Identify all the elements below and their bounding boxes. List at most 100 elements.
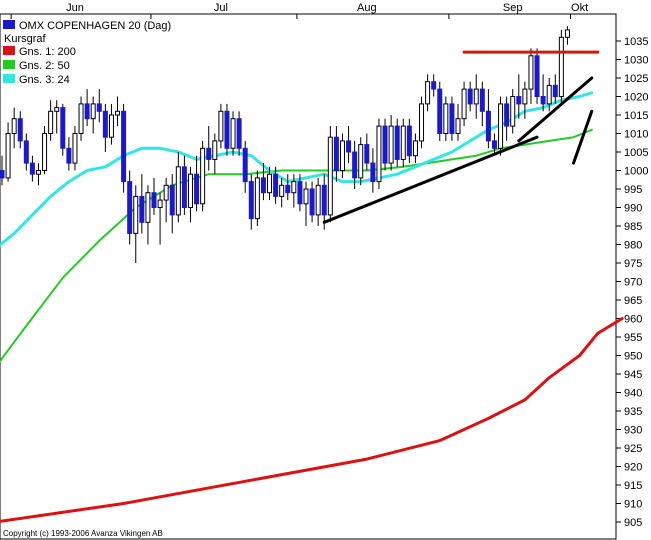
candle-body <box>133 195 139 234</box>
candle-body <box>382 125 388 164</box>
candle-body <box>0 170 5 179</box>
series-line <box>0 317 624 523</box>
candle-body <box>23 140 29 164</box>
candle-body <box>175 166 181 216</box>
candle-body <box>206 147 212 160</box>
candle-body <box>181 166 187 209</box>
candle-body <box>339 140 345 171</box>
series-line <box>0 91 594 247</box>
y-tick-label: 965 <box>624 295 642 307</box>
month-separators <box>10 14 571 19</box>
y-tick-label: 945 <box>624 369 642 381</box>
candle-body <box>90 103 96 120</box>
candle-body <box>540 96 546 105</box>
candle-body <box>491 140 497 149</box>
candle-body <box>11 118 17 134</box>
candle-body <box>443 103 449 135</box>
y-tick-label: 1010 <box>624 129 648 141</box>
y-tick-label: 925 <box>624 443 642 455</box>
y-tick-label: 955 <box>624 332 642 344</box>
legend-swatch-ma24 <box>3 74 15 83</box>
y-tick-label: 985 <box>624 221 642 233</box>
candle-body <box>516 96 522 105</box>
candle-body <box>425 81 431 105</box>
candle-body <box>230 118 236 149</box>
candle-body <box>419 103 425 142</box>
candle-body <box>510 96 516 127</box>
y-tick-label: 970 <box>624 277 642 289</box>
candle-body <box>279 184 285 197</box>
candle-body <box>431 81 437 90</box>
candle-body <box>187 173 193 208</box>
legend-label-ma24: Gns. 3: 24 <box>19 74 70 86</box>
candle-body <box>96 103 102 112</box>
candle-body <box>139 195 145 223</box>
y-tick-label: 930 <box>624 425 642 437</box>
legend-label-ma50: Gns. 2: 50 <box>19 60 70 72</box>
candle-body <box>267 173 273 194</box>
trendline <box>572 109 594 165</box>
y-tick-label: 940 <box>624 388 642 400</box>
candle-body <box>504 103 510 127</box>
trendline <box>322 135 539 224</box>
candle-body <box>467 88 473 105</box>
candle-body <box>17 118 23 142</box>
candle-body <box>212 140 218 160</box>
candle-body <box>346 140 352 153</box>
candle-body <box>60 107 66 149</box>
candle-body <box>534 55 540 97</box>
candle-body <box>449 103 455 135</box>
candle-body <box>309 188 315 216</box>
candle-body <box>406 125 412 157</box>
candle-body <box>254 177 260 220</box>
candle-body <box>528 55 534 90</box>
y-tick-label: 1005 <box>624 147 648 159</box>
legend: OMX COPENHAGEN 20 (Dag) Kursgraf Gns. 1:… <box>3 20 171 86</box>
y-tick-label: 915 <box>624 480 642 492</box>
candle-body <box>461 88 467 120</box>
y-tick-label: 950 <box>624 351 642 363</box>
candle-body <box>546 84 552 105</box>
x-tick-label: Aug <box>357 2 377 14</box>
candle-body <box>163 184 169 201</box>
candle-body <box>455 118 461 134</box>
candle-body <box>115 110 121 116</box>
legend-swatch-index <box>3 20 15 29</box>
candle-body <box>564 29 570 38</box>
candle-body <box>157 199 163 209</box>
candle-body <box>54 107 60 112</box>
candle-body <box>84 103 90 120</box>
candle-body <box>437 88 443 134</box>
candle-body <box>66 147 72 164</box>
candle-body <box>151 192 157 208</box>
candle-body <box>498 103 504 149</box>
candle-body <box>315 184 321 216</box>
candle-body <box>552 84 558 98</box>
candle-body <box>479 88 485 112</box>
x-tick-label: Sep <box>503 2 523 14</box>
y-tick-label: 910 <box>624 499 642 511</box>
copyright-text: Copyright (c) 1993-2006 Avanza Vikingen … <box>3 529 163 538</box>
candle-body <box>370 162 376 183</box>
candle-body <box>108 114 114 138</box>
x-tick-label: Jun <box>66 2 84 14</box>
y-tick-label: 1020 <box>624 92 648 104</box>
candle-body <box>297 181 303 205</box>
candle-body <box>29 162 35 175</box>
y-tick-label: 960 <box>624 314 642 326</box>
candle-body <box>364 144 370 164</box>
candles <box>0 26 570 263</box>
candle-body <box>224 110 230 149</box>
candle-body <box>78 103 84 135</box>
legend-label-ma200: Gns. 1: 200 <box>19 46 76 58</box>
candle-body <box>321 184 327 216</box>
y-tick-label: 980 <box>624 240 642 252</box>
y-tick-label: 975 <box>624 258 642 270</box>
candle-body <box>42 133 48 171</box>
candle-body <box>327 136 333 216</box>
candle-body <box>218 110 224 142</box>
candle-body <box>376 125 382 183</box>
y-tick-label: 990 <box>624 203 642 215</box>
candle-body <box>242 147 248 183</box>
